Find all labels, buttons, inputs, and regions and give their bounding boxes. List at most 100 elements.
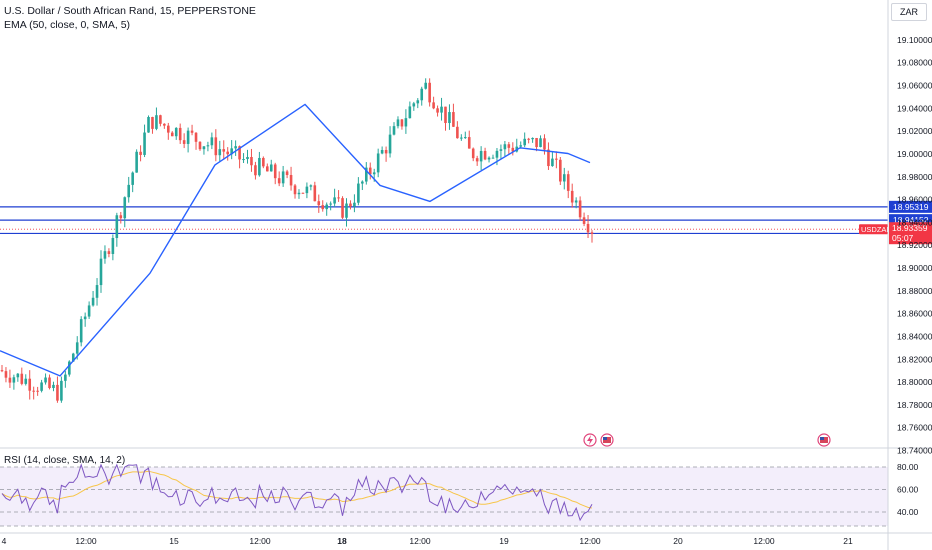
price-tick-label: 18.76000 [897,423,932,433]
candle-body [163,123,166,126]
candle-body [329,203,332,205]
price-tick-label: 18.96000 [897,195,932,205]
candle-body [182,140,186,144]
chart-title: U.S. Dollar / South African Rand, 15, PE… [4,5,256,17]
candle-body [384,149,388,154]
candle-body [242,159,245,161]
candle-body [4,371,8,378]
candle-body [178,127,182,141]
rsi-tick-label: 40.00 [897,507,919,517]
rsi-ma-line [1,470,593,509]
event-icon-flash[interactable] [583,433,597,447]
candle-body [499,149,503,151]
candle-body [376,153,380,173]
time-tick-label: 4 [2,536,7,546]
candle-body [456,126,459,139]
price-tick-label: 18.88000 [897,286,932,296]
candle-body [0,370,4,372]
candle-body [448,112,451,124]
time-tick-label: 21 [843,536,853,546]
candle-body [325,204,328,210]
candle-body [452,112,455,127]
candle-body [531,137,534,140]
candle-body [83,316,87,320]
candle-body [68,361,71,375]
candle-body [341,198,344,218]
candle-body [475,158,479,162]
candle-body [440,106,443,113]
candle-body [210,137,214,146]
us-flag-icon[interactable] [600,433,614,447]
price-tick-label: 18.82000 [897,354,932,364]
candle-body [559,159,562,182]
candle-body [222,149,226,152]
candle-body [357,183,360,203]
candle-body [527,138,530,140]
candle-body [250,156,253,166]
hline-price-label: 18.95319 [893,202,929,212]
candle-body [60,380,63,401]
candle-body [218,149,222,156]
candle-body [123,197,127,219]
candle-body [269,164,273,172]
candle-body [551,158,554,167]
candle-body [444,106,447,124]
candle-body [52,384,55,389]
price-tick-label: 18.86000 [897,309,932,319]
candle-body [566,174,570,191]
candle-body [147,116,150,133]
candle-body [578,200,582,218]
price-tick-label: 18.80000 [897,377,932,387]
candle-body [467,137,471,149]
candle-body [285,171,289,175]
candle-body [91,297,95,306]
candle-body [198,141,202,150]
candle-body [479,150,483,162]
candle-body [313,185,317,202]
time-tick-label: 12:00 [753,536,775,546]
price-tick-label: 19.06000 [897,81,932,91]
time-tick-label: 18 [337,536,347,546]
candle-body [539,138,542,148]
price-tick-label: 18.90000 [897,263,932,273]
ema-legend[interactable]: EMA (50, close, 0, SMA, 5) [4,19,131,31]
candle-body [487,157,491,160]
time-tick-label: 12:00 [75,536,97,546]
time-tick-label: 12:00 [409,536,431,546]
candle-body [503,144,507,150]
candle-body [361,181,364,184]
candle-body [392,126,396,135]
candle-body [273,164,277,179]
candle-body [523,138,526,146]
candle-body [547,149,550,167]
candle-body [8,377,12,383]
currency-selector[interactable]: ZAR [891,3,927,21]
candle-body [20,373,24,384]
candle-body [396,119,400,127]
us-flag-icon[interactable] [817,433,831,447]
candle-body [345,203,348,218]
rsi-band [0,467,888,526]
candle-body [543,138,546,150]
candle-body [24,378,28,384]
chart-header: U.S. Dollar / South African Rand, 15, PE… [4,4,256,32]
candle-body [16,373,20,378]
candle-body [71,353,75,362]
candle-body [95,285,99,298]
candle-body [214,137,218,156]
price-tick-label: 19.04000 [897,103,932,113]
price-tick-label: 18.94000 [897,217,932,227]
candle-body [372,172,376,175]
candle-body [289,174,293,186]
candle-body [428,82,431,103]
candle-body [570,190,574,203]
candle-body [234,146,237,149]
candle-body [40,382,43,391]
rsi-tick-label: 80.00 [897,462,919,472]
rsi-legend[interactable]: RSI (14, close, SMA, 14, 2) [4,455,126,466]
candle-body [277,178,281,184]
countdown-label: 05:07 [892,233,914,243]
hline-price-label: 18.94152 [893,215,929,225]
price-tick-label: 19.10000 [897,35,932,45]
